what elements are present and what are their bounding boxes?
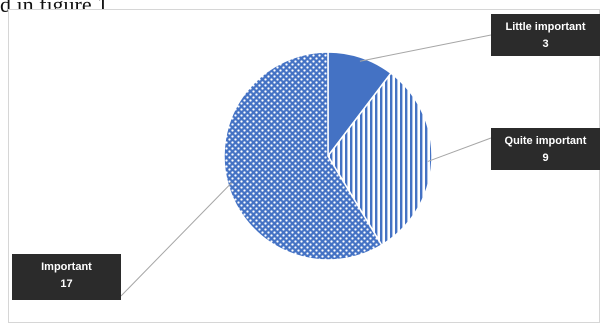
leader-line-little-important bbox=[359, 34, 492, 62]
leader-line-important bbox=[120, 182, 233, 297]
data-label-value: 3 bbox=[542, 38, 548, 50]
leader-lines bbox=[120, 34, 492, 297]
data-label-category: Important bbox=[41, 261, 92, 273]
pie-slices bbox=[223, 51, 433, 261]
pie-slice-quite-important bbox=[327, 72, 433, 247]
data-label-box-little-important bbox=[491, 14, 600, 56]
data-label-category: Little important bbox=[505, 21, 585, 33]
leader-line-quite-important bbox=[427, 137, 492, 162]
data-label-value: 17 bbox=[60, 278, 72, 290]
data-labels: Little important 3 Quite important 9 Importa… bbox=[12, 14, 600, 300]
data-label-category: Quite important bbox=[505, 135, 587, 147]
data-label-box-quite-important bbox=[491, 128, 600, 170]
data-label-box-important bbox=[12, 254, 121, 300]
pie-slice-important bbox=[223, 51, 383, 261]
data-label-value: 9 bbox=[542, 152, 548, 164]
